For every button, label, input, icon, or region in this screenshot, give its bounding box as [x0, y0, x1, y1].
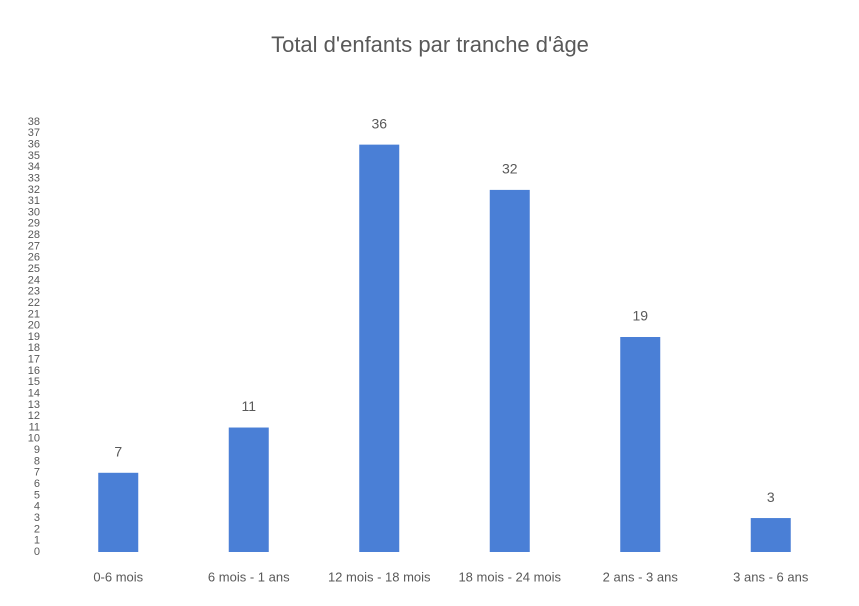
data-label: 3: [767, 489, 775, 505]
data-label: 11: [241, 398, 256, 414]
data-label: 7: [114, 443, 122, 459]
y-tick-label: 17: [28, 354, 40, 366]
x-tick-label: 12 mois - 18 mois: [328, 569, 431, 584]
bar: [620, 337, 661, 552]
y-tick-label: 36: [28, 139, 40, 151]
y-tick-label: 7: [34, 467, 40, 479]
y-tick-label: 0: [34, 546, 40, 558]
y-tick-label: 9: [34, 444, 40, 456]
y-tick-label: 25: [28, 263, 40, 275]
y-tick-label: 3: [34, 512, 40, 524]
y-tick-label: 10: [28, 433, 40, 445]
y-tick-label: 11: [29, 421, 40, 433]
y-tick-label: 22: [28, 297, 40, 309]
y-tick-label: 31: [28, 195, 40, 207]
y-tick-label: 29: [28, 218, 40, 230]
y-tick-label: 33: [28, 172, 40, 184]
y-tick-label: 27: [28, 240, 40, 252]
y-tick-label: 15: [28, 376, 40, 388]
bar: [228, 427, 269, 552]
x-tick-label: 0-6 mois: [93, 569, 143, 584]
chart-title: Total d'enfants par tranche d'âge: [271, 32, 589, 57]
y-tick-label: 19: [28, 331, 40, 343]
bar: [98, 472, 139, 552]
y-tick-label: 4: [34, 501, 40, 513]
data-label: 19: [632, 308, 648, 324]
y-tick-label: 32: [28, 184, 40, 196]
bar: [489, 189, 530, 553]
y-tick-label: 38: [28, 116, 40, 128]
y-tick-label: 30: [28, 206, 40, 218]
y-tick-label: 16: [28, 365, 40, 377]
y-tick-label: 37: [28, 127, 40, 139]
data-label: 32: [502, 161, 518, 177]
y-tick-label: 35: [28, 150, 40, 162]
y-tick-label: 1: [34, 535, 40, 547]
x-tick-label: 3 ans - 6 ans: [733, 569, 809, 584]
y-tick-label: 13: [28, 399, 40, 411]
y-tick-label: 6: [34, 478, 40, 490]
y-tick-label: 28: [28, 229, 40, 241]
x-tick-label: 2 ans - 3 ans: [603, 569, 679, 584]
y-tick-label: 23: [28, 286, 40, 298]
y-tick-label: 21: [28, 308, 40, 320]
bar: [750, 518, 791, 552]
y-tick-label: 18: [28, 342, 40, 354]
x-tick-label: 18 mois - 24 mois: [458, 569, 561, 584]
y-tick-label: 24: [28, 274, 40, 286]
x-tick-label: 6 mois - 1 ans: [208, 569, 290, 584]
data-label: 36: [371, 115, 387, 131]
y-tick-label: 20: [28, 320, 40, 332]
y-tick-label: 26: [28, 252, 40, 264]
y-tick-label: 8: [34, 455, 40, 467]
y-tick-label: 5: [34, 489, 40, 501]
y-tick-label: 34: [28, 161, 40, 173]
bar: [359, 144, 400, 552]
y-tick-label: 14: [28, 387, 40, 399]
y-tick-label: 2: [34, 523, 40, 535]
y-tick-label: 12: [28, 410, 40, 422]
